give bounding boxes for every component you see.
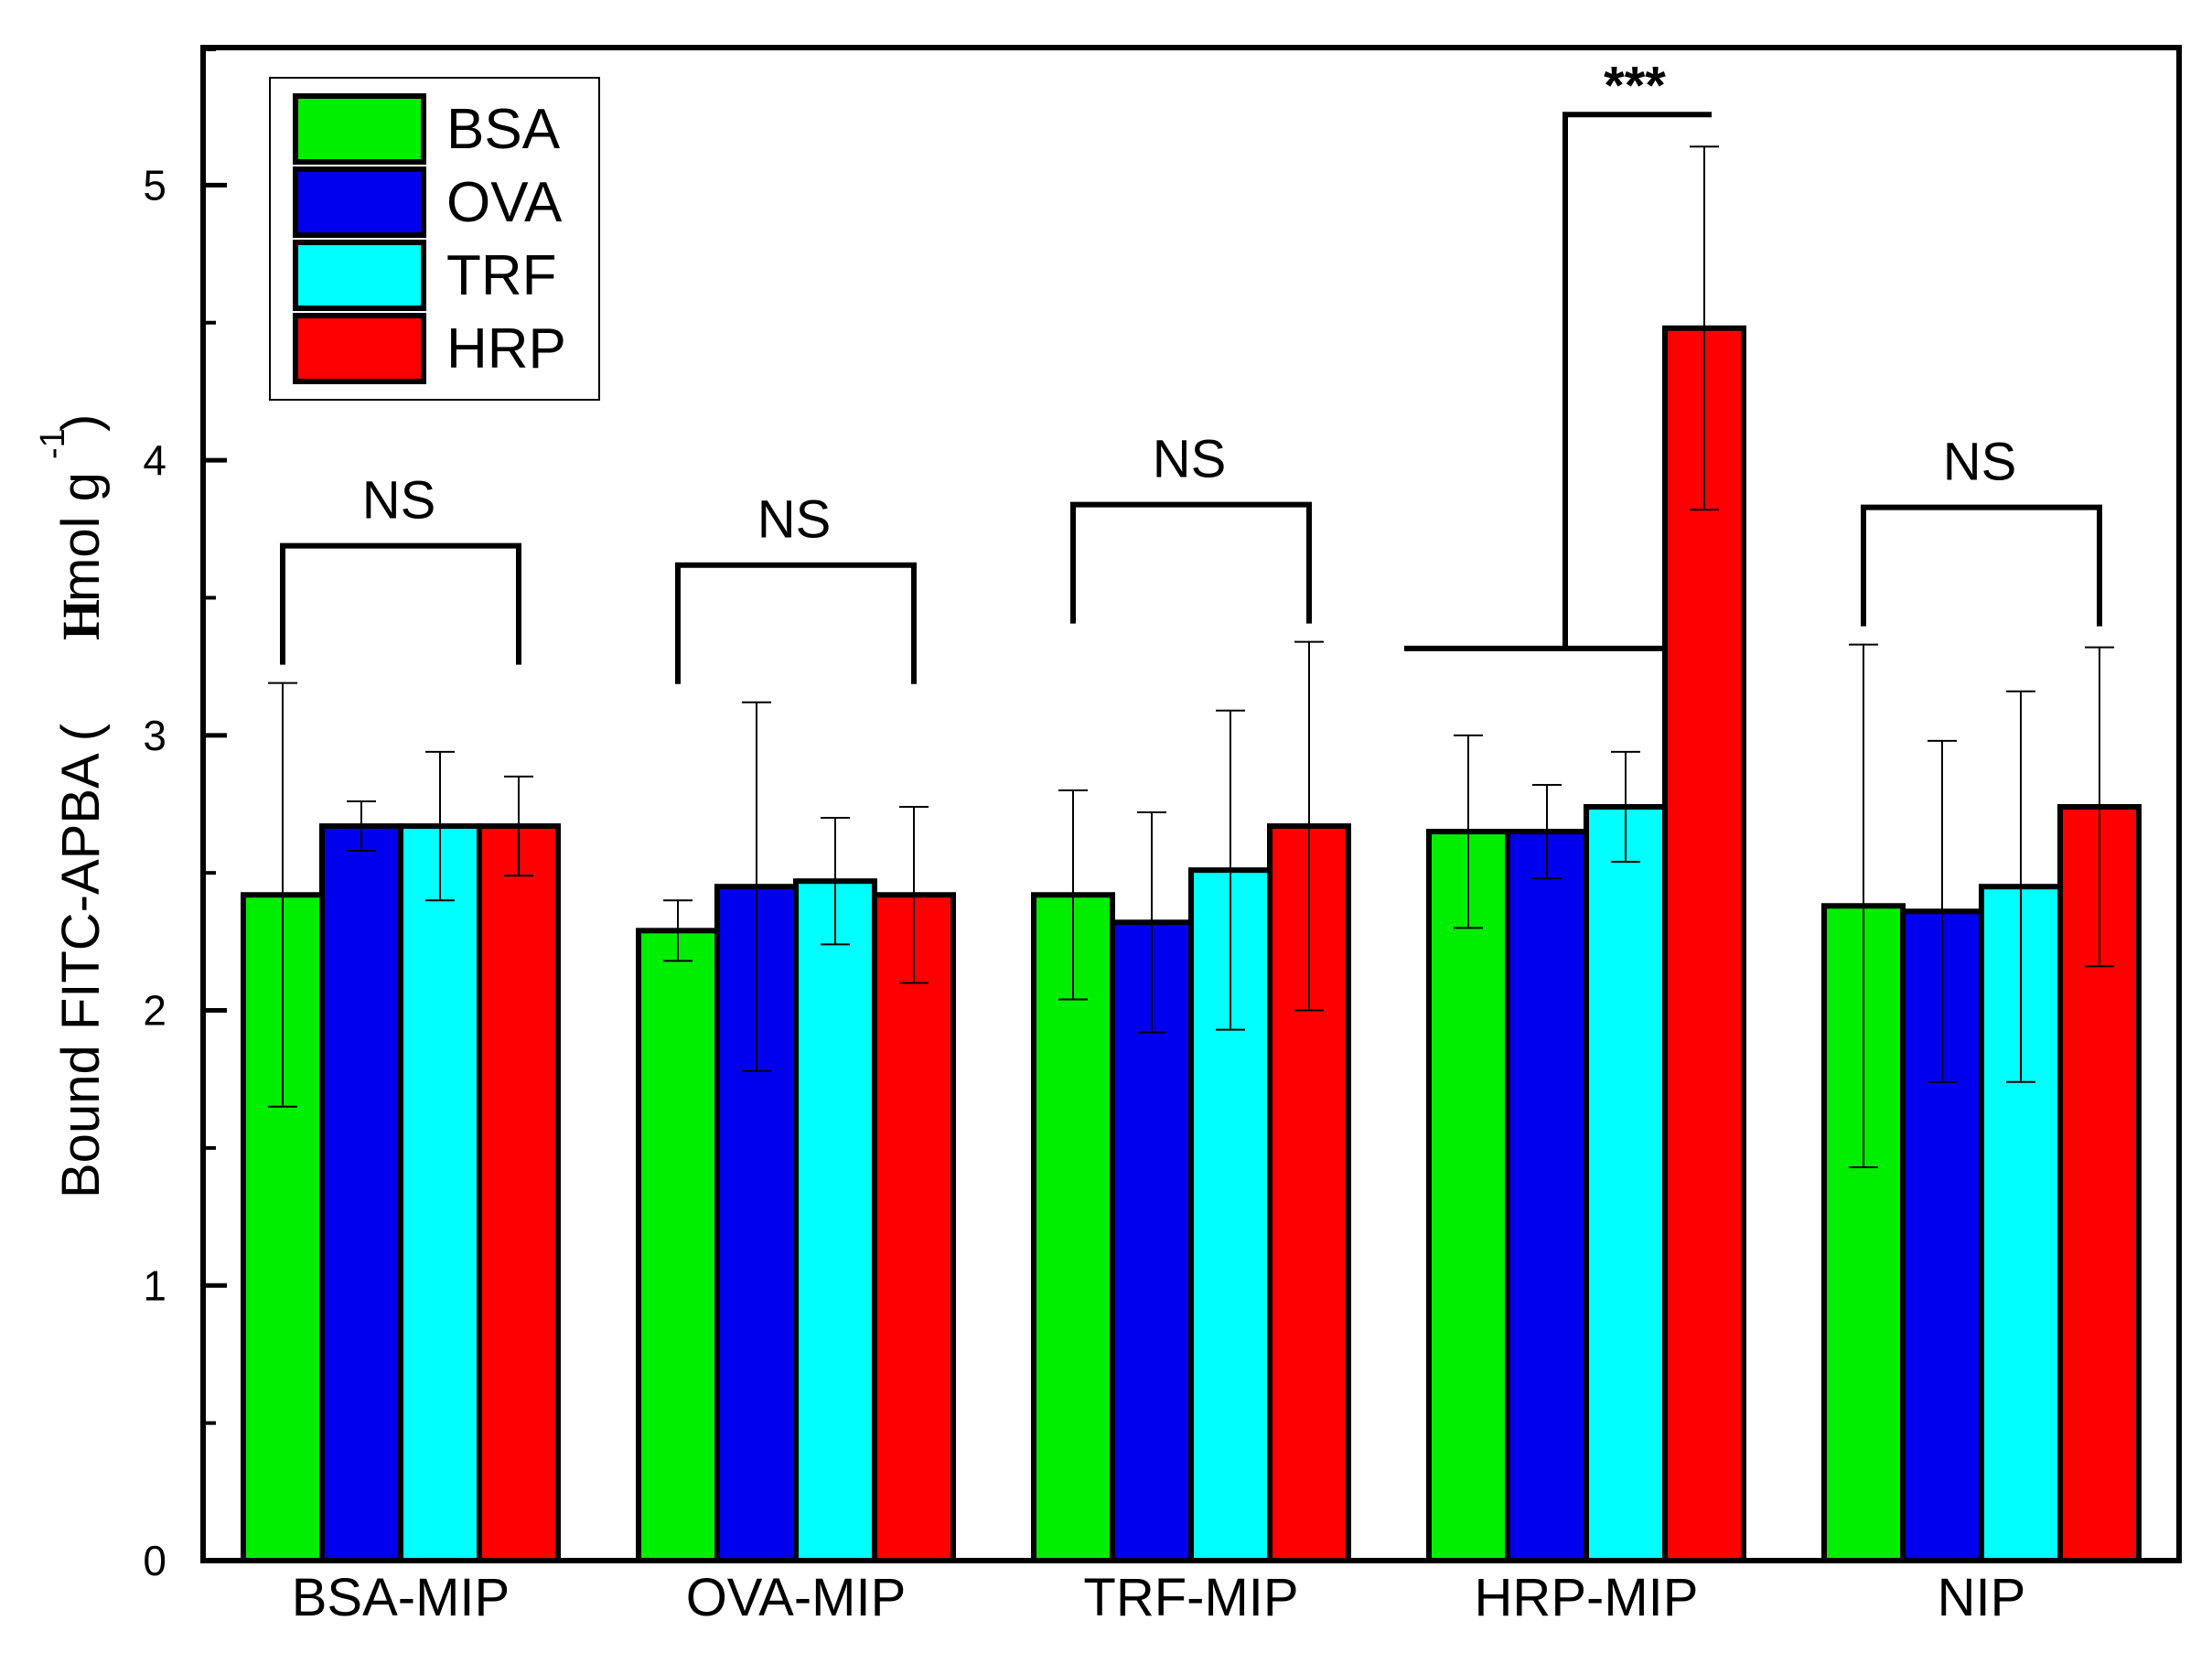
y-tick-label: 3	[143, 712, 166, 759]
bar-trf-hrp-mip	[1584, 804, 1668, 1563]
legend-swatch-ova	[293, 166, 426, 238]
legend: BSA OVA TRF HRP	[269, 77, 600, 401]
legend-swatch-trf	[293, 240, 426, 311]
significance-bracket	[675, 562, 917, 684]
legend-label-trf: TRF	[446, 244, 557, 307]
bar-ova-bsa-mip	[319, 823, 403, 1563]
x-tick-label: BSA-MIP	[292, 1568, 510, 1627]
y-tick-label: 4	[143, 436, 166, 484]
legend-label-hrp: HRP	[446, 317, 566, 381]
x-tick-label: TRF-MIP	[1083, 1568, 1298, 1627]
x-tick-label: HRP-MIP	[1475, 1568, 1699, 1627]
y-tick-label: 5	[143, 161, 166, 209]
y-axis-label-unit: mol g	[51, 472, 111, 602]
significance-bracket	[1070, 501, 1312, 624]
significance-bracket	[1861, 504, 2102, 627]
y-axis-label-exponent: -1	[34, 428, 72, 459]
legend-label-bsa: BSA	[446, 98, 561, 161]
y-axis-label: Bound FITC-APBA ( H mol g -1 )	[34, 414, 111, 1198]
bar-hrp-ova-mip	[872, 892, 956, 1563]
plot-area: 0 1 2 3 4 5 BSA-MIP OVA-MIP TRF-MIP HRP-MIP NIP NS N…	[143, 45, 2182, 1627]
bar-ova-hrp-mip	[1505, 829, 1589, 1563]
y-tick-label: 1	[143, 1261, 166, 1309]
significance-label: NS	[1153, 430, 1227, 489]
y-axis-label-close: )	[51, 414, 111, 432]
legend-swatch-hrp	[293, 313, 426, 384]
bar-bsa-trf-mip	[1031, 892, 1115, 1563]
bar-bsa-nip	[1821, 903, 1906, 1563]
y-axis-label-mu: H	[51, 599, 111, 640]
y-axis-label-main: Bound FITC-APBA (	[51, 724, 111, 1198]
legend-swatch-bsa	[293, 93, 426, 165]
y-tick-label: 0	[143, 1537, 166, 1584]
significance-label: ***	[1604, 56, 1666, 115]
significance-label: NS	[757, 490, 832, 550]
significance-bracket	[1562, 112, 1712, 649]
significance-label: NS	[362, 471, 436, 531]
x-tick-label: NIP	[1938, 1568, 2026, 1627]
bar-bsa-hrp-mip	[1426, 829, 1510, 1563]
bar-bsa-ova-mip	[636, 928, 720, 1563]
bar-trf-ova-mip	[793, 878, 877, 1563]
x-tick-label: OVA-MIP	[686, 1568, 907, 1627]
significance-bracket	[280, 542, 521, 665]
significance-label: NS	[1943, 433, 2017, 492]
y-tick-label: 2	[143, 987, 166, 1035]
legend-label-ova: OVA	[446, 171, 563, 234]
bar-hrp-hrp-mip	[1662, 325, 1746, 1563]
bar-hrp-bsa-mip	[477, 823, 561, 1563]
bar-trf-bsa-mip	[398, 823, 482, 1563]
